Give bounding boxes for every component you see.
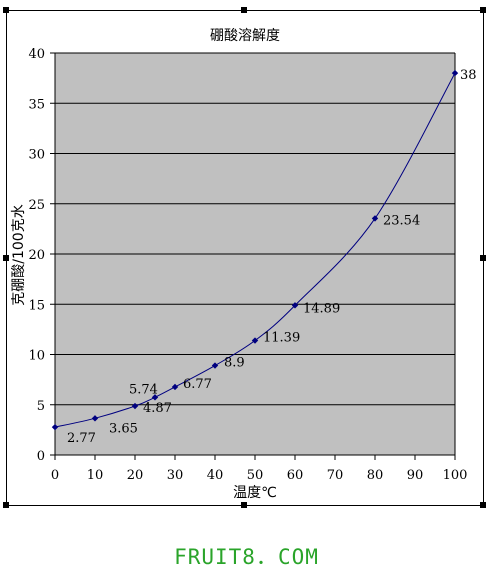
handle-top-left [3, 7, 9, 13]
data-point-20 [131, 402, 139, 410]
data-label-30: 6.77 [183, 377, 212, 392]
data-point-40 [211, 362, 219, 369]
x-tick-label-70: 70 [327, 468, 344, 483]
data-label-10: 3.65 [109, 421, 138, 436]
handle-top-right [480, 7, 486, 13]
data-point-80 [371, 215, 379, 222]
y-tick-label-35: 35 [28, 97, 45, 112]
y-tick-label-25: 25 [28, 198, 45, 213]
data-label-100: 38 [460, 68, 477, 83]
axes [50, 52, 456, 460]
handle-bottom-right [480, 502, 486, 508]
handle-middle-left [3, 255, 9, 261]
y-tick-label-20: 20 [28, 248, 45, 263]
x-tick-label-20: 20 [127, 468, 144, 483]
data-label-60: 14.89 [303, 301, 340, 316]
x-tick-label-60: 60 [287, 468, 304, 483]
data-label-0: 2.77 [67, 431, 96, 446]
handle-top-middle [241, 7, 247, 13]
x-axis-title: 温度℃ [233, 485, 277, 501]
x-tick-label-100: 100 [443, 468, 468, 483]
y-tick-label-10: 10 [28, 349, 45, 364]
data-point-0 [51, 423, 59, 431]
handle-bottom-left [3, 502, 9, 508]
data-point-30 [171, 383, 179, 391]
y-tick-label-5: 5 [37, 399, 45, 414]
data-point-100 [451, 69, 459, 77]
handle-middle-right [480, 255, 486, 261]
x-tick-label-30: 30 [167, 468, 184, 483]
x-tick-label-90: 90 [407, 468, 424, 483]
x-tick-label-10: 10 [87, 468, 104, 483]
data-point-50 [251, 337, 259, 344]
y-tick-label-30: 30 [28, 148, 45, 163]
x-tick-label-80: 80 [367, 468, 384, 483]
x-tick-label-40: 40 [207, 468, 224, 483]
y-tick-label-15: 15 [28, 298, 45, 313]
data-label-20: 4.87 [143, 401, 172, 416]
data-point-60 [291, 302, 299, 309]
x-axis-ticks: 0 10 20 30 40 50 60 70 80 90 100 [51, 455, 468, 483]
y-tick-label-0: 0 [37, 449, 45, 464]
y-axis-title: 克硼酸/100克水 [11, 204, 27, 305]
chart-title: 硼酸溶解度 [210, 28, 280, 44]
x-tick-label-50: 50 [247, 468, 264, 483]
data-label-25: 5.74 [129, 382, 158, 397]
data-label-40: 8.9 [224, 356, 245, 371]
data-label-50: 11.39 [263, 331, 300, 346]
y-axis-ticks: 0 5 10 15 20 25 30 35 40 [28, 47, 55, 464]
data-point-25 [151, 394, 159, 401]
selection-handles[interactable] [3, 7, 486, 508]
gridlines [55, 52, 455, 406]
x-tick-label-0: 0 [51, 468, 59, 483]
data-label-80: 23.54 [383, 213, 420, 228]
handle-bottom-middle [241, 502, 247, 508]
watermark: FRUIT8．COM [174, 545, 319, 569]
y-tick-label-40: 40 [28, 47, 45, 62]
data-markers [51, 69, 459, 431]
boric-acid-solubility-chart: 硼酸溶解度 0 10 20 30 40 50 60 70 80 90 100 0 5 10 15 20 25 3… [3, 7, 486, 508]
data-point-10 [91, 415, 99, 422]
